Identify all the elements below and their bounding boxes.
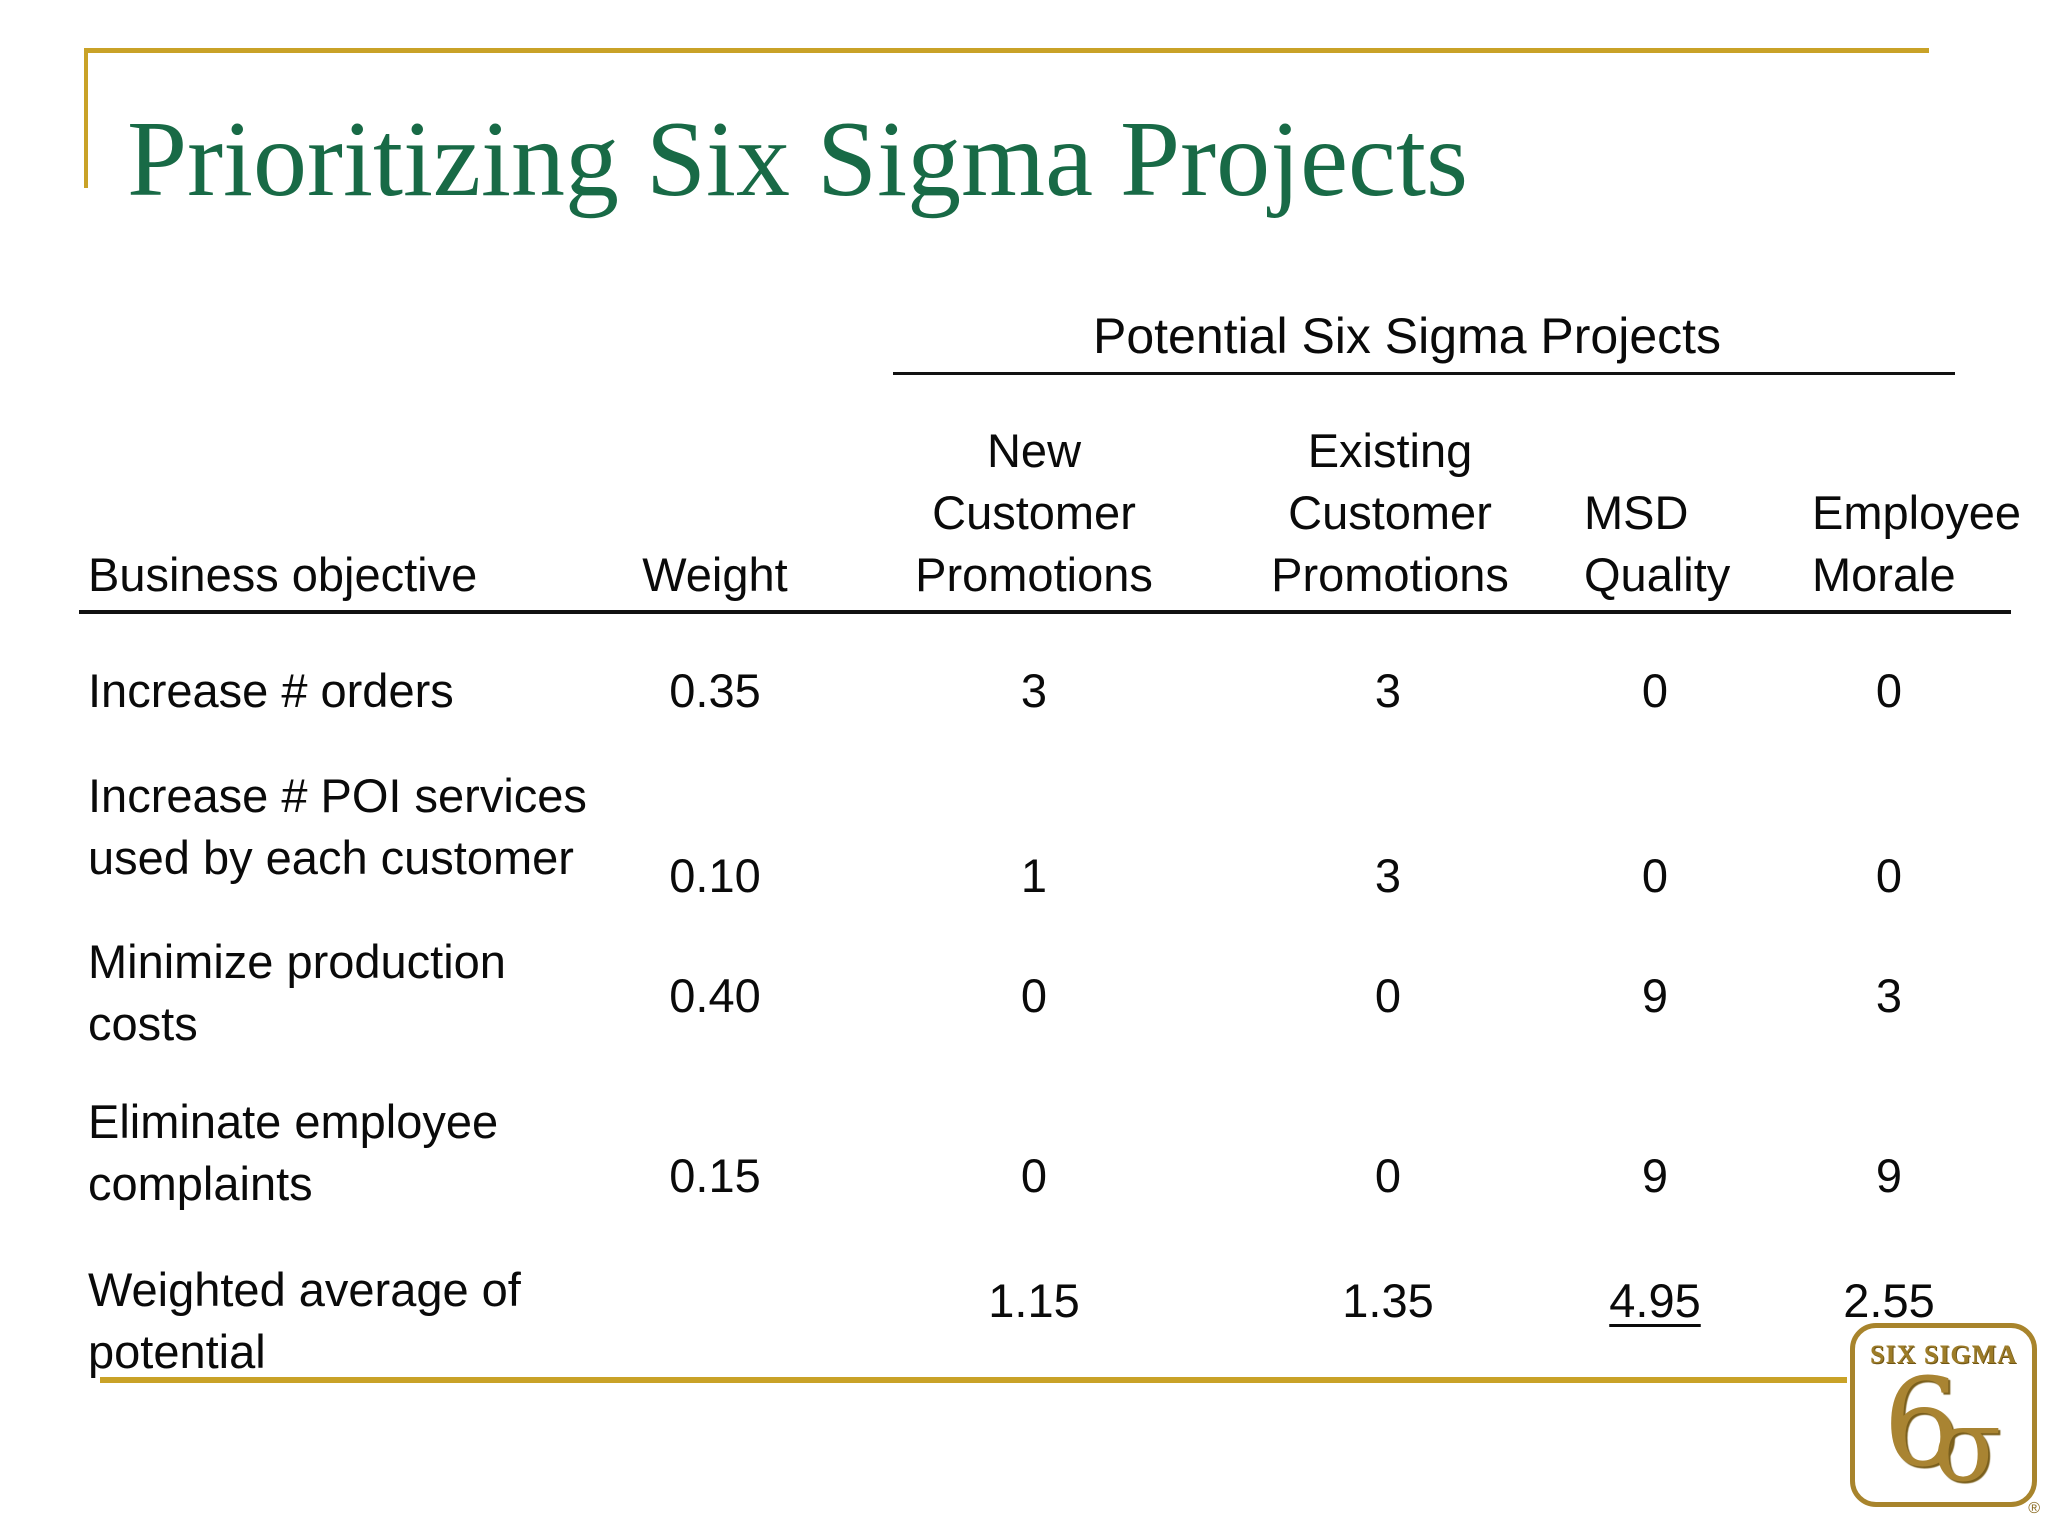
summary-value-msd: 4.95 (1535, 1270, 1775, 1332)
header-line: Customer (1288, 486, 1492, 539)
row-objective: Eliminate employee complaints (88, 1091, 498, 1215)
header-line: Promotions (1271, 548, 1509, 601)
row-value-existing: 0 (1374, 1149, 1402, 1202)
row-value-msd: 0 (1641, 664, 1669, 717)
row-objective: Increase # orders (88, 664, 454, 717)
row-value-existing: 0 (1374, 969, 1402, 1022)
row-value-msd: 9 (1641, 1149, 1669, 1202)
summary-label-line: potential (88, 1325, 266, 1378)
objective-line: costs (88, 997, 198, 1050)
summary-value-employee: 2.55 (1843, 1274, 1935, 1327)
sigma-icon: σ (1933, 1387, 2002, 1504)
header-line: MSD (1584, 486, 1689, 539)
row-value-employee: 9 (1875, 1149, 1903, 1202)
column-header-existing-customer-promotions: Existing Customer Promotions (1240, 420, 1540, 606)
row-weight: 0.35 (669, 664, 761, 717)
summary-value-existing: 1.35 (1342, 1274, 1434, 1327)
registered-mark: ® (2028, 1500, 2040, 1517)
row-objective: Increase # POI services used by each cus… (88, 765, 587, 889)
header-underline (79, 610, 2011, 614)
summary-label: Weighted average of potential (88, 1259, 521, 1383)
column-header-msd-quality: MSD Quality (1584, 482, 1730, 606)
row-value-employee: 0 (1875, 664, 1903, 717)
six-sigma-glyph: 6 σ (1855, 1356, 2032, 1496)
objective-line: complaints (88, 1157, 313, 1210)
row-value-new-customer: 0 (1020, 969, 1048, 1022)
table-header-row: Business objective Weight New Customer P… (0, 398, 2048, 608)
objective-line: Eliminate employee (88, 1095, 499, 1148)
column-header-weight: Weight (642, 548, 788, 601)
row-weight: 0.10 (669, 849, 761, 902)
header-line: Employee (1812, 486, 2021, 539)
summary-value-new-customer: 1.15 (988, 1274, 1080, 1327)
objective-line: used by each customer (88, 831, 574, 884)
row-objective: Minimize production costs (88, 931, 506, 1055)
row-value-new-customer: 1 (1020, 849, 1048, 902)
row-value-employee: 0 (1875, 849, 1903, 902)
table-group-header: Potential Six Sigma Projects (1092, 308, 1722, 364)
group-header-underline (893, 372, 1955, 375)
header-line: New Customer (932, 424, 1136, 539)
column-header-new-customer-promotions: New Customer Promotions (884, 420, 1184, 606)
column-header-employee-morale: Employee Morale (1812, 482, 2021, 606)
row-value-msd: 0 (1641, 849, 1669, 902)
row-weight: 0.15 (669, 1149, 761, 1202)
objective-line: Increase # POI services (88, 769, 587, 822)
row-value-employee: 3 (1875, 969, 1903, 1022)
row-value-existing: 3 (1374, 849, 1402, 902)
row-value-new-customer: 0 (1020, 1149, 1048, 1202)
row-weight: 0.40 (669, 969, 761, 1022)
six-glyph: 6 (1883, 1352, 1961, 1494)
objective-line: Minimize production (88, 935, 506, 988)
row-value-msd: 9 (1641, 969, 1669, 1022)
six-sigma-logo-text: SIX SIGMA (1870, 1340, 2017, 1369)
column-header-business-objective: Business objective (88, 548, 478, 601)
header-line: Morale (1812, 548, 1956, 601)
header-line: Quality (1584, 548, 1731, 601)
row-value-existing: 3 (1374, 664, 1402, 717)
underlined-best-score: 4.95 (1609, 1274, 1701, 1327)
page-title: Prioritizing Six Sigma Projects (127, 100, 1468, 219)
gold-left-line (84, 48, 88, 188)
gold-top-line (84, 48, 1929, 53)
gold-bottom-line (100, 1377, 1847, 1383)
header-line: Existing (1307, 424, 1473, 477)
six-sigma-logo: SIX SIGMA 6 σ ® (1850, 1323, 2040, 1517)
summary-label-line: Weighted average of (88, 1263, 521, 1316)
row-value-new-customer: 3 (1020, 664, 1048, 717)
header-line: Promotions (915, 548, 1153, 601)
